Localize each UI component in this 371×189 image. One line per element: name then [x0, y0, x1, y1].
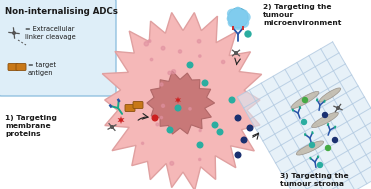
FancyBboxPatch shape [109, 104, 113, 108]
Circle shape [111, 126, 113, 128]
Circle shape [187, 62, 193, 68]
Circle shape [233, 21, 243, 30]
FancyBboxPatch shape [334, 125, 336, 129]
Circle shape [161, 104, 165, 107]
FancyBboxPatch shape [125, 105, 135, 112]
Circle shape [241, 137, 247, 143]
Circle shape [322, 112, 328, 118]
FancyBboxPatch shape [311, 131, 314, 134]
Circle shape [302, 119, 306, 125]
Circle shape [239, 17, 249, 28]
Text: 3) Targeting the
tumour stroma
or vasculature: 3) Targeting the tumour stroma or vascul… [280, 173, 349, 189]
Circle shape [160, 83, 163, 86]
Circle shape [228, 18, 237, 27]
Circle shape [160, 116, 162, 119]
Circle shape [221, 60, 225, 64]
Circle shape [161, 46, 165, 50]
Circle shape [245, 31, 251, 37]
FancyBboxPatch shape [242, 26, 244, 30]
Text: = target
antigen: = target antigen [28, 62, 56, 76]
Circle shape [202, 80, 208, 86]
Circle shape [150, 58, 153, 61]
Text: Non-internalising ADCs: Non-internalising ADCs [5, 7, 118, 16]
Circle shape [175, 105, 181, 111]
FancyBboxPatch shape [316, 98, 318, 101]
Circle shape [235, 152, 241, 158]
Polygon shape [175, 97, 181, 104]
FancyBboxPatch shape [292, 108, 294, 112]
Circle shape [247, 125, 253, 131]
FancyBboxPatch shape [317, 155, 319, 158]
Circle shape [168, 71, 171, 75]
Circle shape [240, 12, 251, 22]
FancyBboxPatch shape [0, 0, 116, 96]
Circle shape [302, 98, 308, 102]
Circle shape [141, 142, 144, 144]
Circle shape [235, 115, 241, 121]
FancyBboxPatch shape [117, 98, 121, 103]
Circle shape [189, 108, 191, 110]
FancyBboxPatch shape [304, 133, 306, 136]
Circle shape [170, 161, 174, 165]
Text: 1) Targeting
membrane
proteins: 1) Targeting membrane proteins [5, 115, 57, 137]
Circle shape [172, 70, 175, 74]
Polygon shape [118, 116, 124, 124]
Circle shape [212, 122, 218, 128]
Circle shape [199, 130, 201, 132]
Circle shape [309, 143, 315, 147]
Circle shape [148, 40, 151, 43]
FancyBboxPatch shape [299, 106, 301, 109]
Ellipse shape [312, 112, 338, 128]
FancyBboxPatch shape [16, 64, 26, 70]
Circle shape [228, 8, 248, 28]
Ellipse shape [296, 141, 324, 155]
Circle shape [332, 138, 338, 143]
Circle shape [197, 40, 201, 43]
FancyBboxPatch shape [309, 157, 312, 160]
Circle shape [337, 107, 339, 109]
Circle shape [13, 32, 15, 34]
Circle shape [178, 50, 182, 53]
FancyBboxPatch shape [324, 100, 326, 103]
Circle shape [240, 9, 248, 18]
Text: 2) Targeting the
tumour
microenvironment: 2) Targeting the tumour microenvironment [263, 4, 341, 26]
Circle shape [198, 55, 201, 57]
Circle shape [167, 127, 173, 133]
Polygon shape [237, 42, 371, 189]
Ellipse shape [319, 88, 341, 102]
Circle shape [156, 123, 159, 126]
Circle shape [235, 52, 237, 54]
FancyBboxPatch shape [232, 26, 234, 30]
Text: = Extracellular
linker cleavage: = Extracellular linker cleavage [25, 26, 76, 40]
Polygon shape [102, 12, 262, 189]
Circle shape [152, 115, 158, 121]
FancyBboxPatch shape [8, 64, 18, 70]
Circle shape [217, 129, 223, 135]
Circle shape [198, 158, 201, 161]
Circle shape [325, 146, 331, 150]
Ellipse shape [291, 91, 319, 108]
Circle shape [227, 9, 237, 19]
Circle shape [234, 7, 242, 14]
Circle shape [227, 15, 234, 22]
Polygon shape [147, 71, 214, 134]
FancyBboxPatch shape [133, 101, 143, 108]
Circle shape [318, 163, 322, 167]
Circle shape [197, 142, 203, 148]
Circle shape [229, 97, 235, 103]
FancyBboxPatch shape [326, 123, 329, 126]
Circle shape [144, 42, 148, 46]
